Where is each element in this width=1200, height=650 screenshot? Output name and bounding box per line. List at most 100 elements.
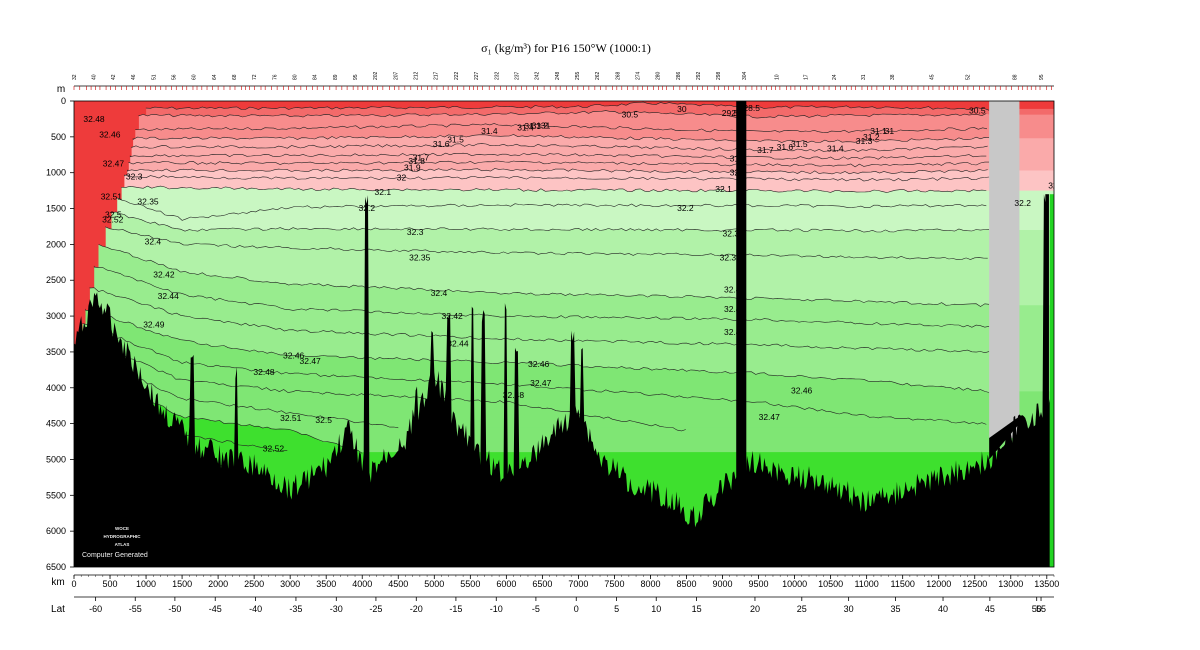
- contour-label: 32.5: [315, 415, 332, 425]
- contour-label: 30.5: [622, 110, 639, 120]
- lat-tick-label: -5: [532, 604, 540, 614]
- contour-label: 32.46: [99, 130, 121, 140]
- station-label: 222: [454, 71, 460, 80]
- y-tick-label: 500: [51, 132, 66, 142]
- y-tick-label: 3500: [46, 347, 66, 357]
- lat-tick-label: -25: [369, 604, 382, 614]
- lat-tick-label: 35: [890, 604, 900, 614]
- x-tick-label: 8500: [676, 579, 696, 589]
- x-tick-label: 3000: [280, 579, 300, 589]
- station-label: 56: [171, 74, 177, 80]
- lat-tick-label: 5: [614, 604, 619, 614]
- contour-label: 32.48: [83, 114, 105, 124]
- contour-32.48: [80, 337, 686, 432]
- contour-label: 31.6: [777, 142, 794, 152]
- x-tick-label: 10500: [818, 579, 843, 589]
- right-edge-column: [1045, 194, 1049, 567]
- contour-32.1: [121, 185, 987, 193]
- contour-label: 31.9: [404, 163, 421, 173]
- contour-31.7: [129, 152, 987, 160]
- station-label: 46: [131, 74, 137, 80]
- y-tick-label: 4500: [46, 419, 66, 429]
- station-ticks: [73, 86, 1052, 90]
- station-label: 88: [1012, 74, 1018, 80]
- y-tick-label: 6000: [46, 526, 66, 536]
- contour-label: 32.4: [724, 304, 741, 314]
- contour-label: 31: [730, 153, 740, 163]
- contour-label: 32: [730, 168, 740, 178]
- contour-label: 28.5: [743, 103, 760, 113]
- station-label: 232: [494, 71, 500, 80]
- contour-label: 31.8: [408, 156, 425, 166]
- station-label: 89: [333, 74, 339, 80]
- station-label: 60: [192, 74, 198, 80]
- station-label: 262: [595, 71, 601, 80]
- station-label: 280: [656, 71, 662, 80]
- contour-label: 31.4: [481, 126, 498, 136]
- contour-31.4: [135, 123, 988, 134]
- contour-label: 32.47: [759, 412, 781, 422]
- x-axis-label: km: [51, 577, 64, 588]
- contour-label: 32: [1048, 181, 1058, 191]
- station-label: 31: [861, 74, 867, 80]
- contour-label: 32.49: [143, 320, 165, 330]
- contour-label: 31: [885, 126, 895, 136]
- y-tick-label: 1500: [46, 204, 66, 214]
- lat-tick-label: 20: [750, 604, 760, 614]
- contour-label: 32: [397, 173, 407, 183]
- contour-label: 32.46: [791, 386, 813, 396]
- x-tick-label: 12000: [926, 579, 951, 589]
- contour-label: 32.2: [1014, 198, 1031, 208]
- lat-tick-label: 50: [1032, 604, 1042, 614]
- masked-region: [989, 101, 1020, 438]
- contour-label: 31.7: [757, 145, 774, 155]
- contour-30.5: [145, 101, 990, 111]
- station-labels: 32 40 42 46 51 56 60 64 68 72 76 80 84 89 95 202 207 212 2…: [72, 71, 1045, 80]
- chart-title: σ₁ (kg/m³) for P16 150°W (1000:1): [481, 41, 651, 55]
- station-label: 10: [775, 74, 781, 80]
- contour-label: 32.46: [528, 359, 550, 369]
- contour-31.9: [127, 168, 988, 175]
- station-label: 52: [966, 74, 972, 80]
- contour-label: 32.35: [720, 252, 742, 262]
- station-label: 76: [272, 74, 278, 80]
- station-label: 72: [252, 74, 258, 80]
- contour-32.4: [98, 244, 990, 307]
- station-label: 212: [414, 71, 420, 80]
- x-tick-label: 4500: [388, 579, 408, 589]
- contour-label: 31.4: [517, 123, 534, 133]
- station-label: 95: [1039, 74, 1045, 80]
- contour-32.2: [116, 197, 987, 221]
- contour-32.46: [85, 308, 990, 393]
- contour-label: 31.5: [447, 135, 464, 145]
- station-label: 298: [716, 71, 722, 80]
- contour-32.3: [111, 211, 990, 233]
- station-label: 242: [535, 71, 541, 80]
- station-label: 268: [615, 71, 621, 80]
- station-label: 248: [555, 71, 561, 80]
- contour-label: 32.47: [530, 378, 552, 388]
- right-edge-green: [1049, 194, 1054, 567]
- station-label: 17: [803, 74, 809, 80]
- contour-label: 31.5: [791, 139, 808, 149]
- station-label: 292: [696, 71, 702, 80]
- contour-label: 32.4: [145, 237, 162, 247]
- station-label: 227: [474, 71, 480, 80]
- contour-31.6: [131, 143, 988, 152]
- lat-tick-label: -10: [490, 604, 503, 614]
- contour-label: 31.1: [870, 126, 887, 136]
- contour-label: 32.47: [103, 158, 125, 168]
- station-label: 217: [434, 71, 440, 80]
- lat-tick-label: -45: [209, 604, 222, 614]
- contour-label: 32.47: [300, 356, 322, 366]
- contour-label: 32.46: [283, 351, 305, 361]
- x-tick-label: 6000: [496, 579, 516, 589]
- contour-label: 32.51: [101, 191, 123, 201]
- x-tick-label: 2500: [244, 579, 264, 589]
- x-tick-label: 4000: [352, 579, 372, 589]
- y-tick-label: 6500: [46, 562, 66, 572]
- masked-region-bottom: [989, 416, 1020, 460]
- plot-frame: [73, 100, 1055, 568]
- x-tick-label: 9000: [713, 579, 733, 589]
- station-label: 80: [293, 74, 299, 80]
